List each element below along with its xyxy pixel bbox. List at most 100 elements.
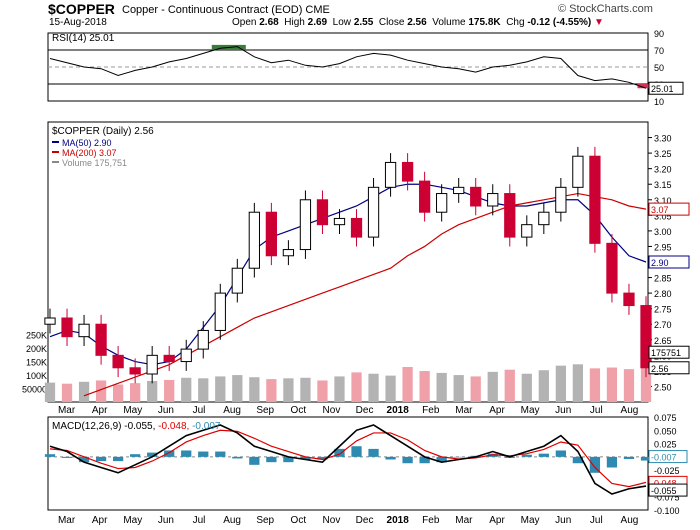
macd-histogram-bar xyxy=(385,456,396,460)
volume-bar xyxy=(147,381,158,402)
volume-bar xyxy=(232,375,243,402)
candle-body xyxy=(44,317,56,325)
candle-body xyxy=(555,186,567,213)
macd-histogram-bar xyxy=(402,456,413,464)
macd-histogram-bar xyxy=(640,456,652,461)
instrument-description: Copper - Continuous Contract (EOD) CME xyxy=(122,4,330,16)
macd-histogram-bar xyxy=(164,450,175,457)
candle-body xyxy=(78,323,90,338)
high-value: 2.69 xyxy=(307,17,328,28)
candle-body xyxy=(129,367,141,375)
price-tick-label: 3.05 xyxy=(654,211,672,221)
price-tick-label: 2.95 xyxy=(654,242,672,252)
volume-bar xyxy=(300,377,311,402)
price-tick-label: 2.75 xyxy=(654,305,672,315)
macd-histogram-bar xyxy=(147,452,158,457)
price-x-label: Oct xyxy=(291,405,307,416)
price-tag xyxy=(648,345,690,359)
low-value: 2.55 xyxy=(353,17,374,28)
macd-title: MACD(12,26,9) -0.055, -0.048, -0.007 xyxy=(52,421,221,432)
candle-body xyxy=(418,180,431,213)
candle-body xyxy=(146,354,158,375)
macd-x-label: May xyxy=(123,515,142,526)
macd-tick-label: -0.075 xyxy=(654,493,680,503)
rsi-title: RSI(14) 25.01 xyxy=(52,33,115,44)
rsi-tick-label: 90 xyxy=(654,29,664,39)
volume-bar xyxy=(436,372,447,402)
quote-date: 15-Aug-2018 xyxy=(49,17,107,28)
macd-histogram-bar xyxy=(606,456,618,468)
volume-bar xyxy=(521,373,532,402)
price-x-label: Apr xyxy=(92,405,108,416)
price-x-label: Feb xyxy=(422,405,440,416)
macd-histogram-bar xyxy=(181,450,192,457)
ma200-line xyxy=(83,192,647,397)
candle-body xyxy=(350,217,363,238)
price-x-label: Aug xyxy=(621,405,639,416)
price-x-label: Apr xyxy=(489,405,505,416)
candle-body xyxy=(214,292,226,331)
candle-body xyxy=(453,186,465,195)
macd-x-label: Feb xyxy=(422,515,440,526)
macd-histogram-bar xyxy=(317,456,328,460)
macd-x-label: Jun xyxy=(555,515,571,526)
high-label: High xyxy=(284,17,305,28)
volume-tick-label: 50000 xyxy=(22,385,47,395)
price-x-label: Jun xyxy=(158,405,174,416)
volume-bar xyxy=(453,375,464,402)
volume-bar xyxy=(283,378,294,402)
macd-histogram-bar xyxy=(436,456,447,463)
volume-bar xyxy=(385,375,396,402)
macd-value-tag-label: -0.007 xyxy=(651,453,677,463)
price-title: $COPPER (Daily) 2.56 xyxy=(52,126,154,137)
rsi-oversold-fill xyxy=(637,84,655,89)
legend-swatch xyxy=(52,161,59,163)
price-tag-label: 175751 xyxy=(651,348,681,358)
candle-body xyxy=(504,193,516,238)
candle-body xyxy=(299,199,312,251)
volume-bar xyxy=(555,365,566,402)
price-tick-label: 3.20 xyxy=(654,165,672,175)
rsi-value-tag-label: 25.01 xyxy=(651,84,674,94)
legend-swatch xyxy=(52,141,59,143)
macd-x-label: Nov xyxy=(323,515,341,526)
price-tick-label: 3.25 xyxy=(654,149,672,159)
volume-tick-label: 200K xyxy=(26,344,47,354)
macd-histogram-bar xyxy=(112,456,124,462)
volume-bar xyxy=(538,370,549,402)
macd-histogram-bar xyxy=(555,450,566,457)
rsi-line xyxy=(49,46,647,89)
low-label: Low xyxy=(332,17,352,28)
price-tick-label: 2.50 xyxy=(654,382,672,392)
rsi-tick-label: 50 xyxy=(654,63,664,73)
chg-label: Chg xyxy=(506,17,525,28)
candle-body xyxy=(623,292,635,307)
volume-bar xyxy=(215,376,226,402)
price-x-label: Jul xyxy=(193,405,206,416)
price-x-label: Nov xyxy=(323,405,341,416)
macd-histogram-bar xyxy=(300,456,311,460)
macd-histogram-bar xyxy=(521,454,532,457)
volume-bar xyxy=(249,377,260,402)
macd-histogram-bar xyxy=(538,453,549,457)
macd-x-label: Sep xyxy=(256,515,274,526)
volume-bar xyxy=(589,368,601,402)
volume-bar xyxy=(266,379,277,402)
price-x-label: May xyxy=(123,405,142,416)
volume-bar xyxy=(470,376,481,402)
quote-stats: Open 2.68 High 2.69 Low 2.55 Close 2.56 … xyxy=(232,17,604,28)
volume-tick-label: 150K xyxy=(26,358,47,368)
source-credit[interactable]: © StockCharts.com xyxy=(558,3,653,15)
price-tag-label: 2.90 xyxy=(651,258,669,268)
macd-histogram-bar xyxy=(589,456,601,473)
volume-bar xyxy=(368,373,379,402)
volume-tick-label: 100K xyxy=(26,371,47,381)
volume-bar xyxy=(623,369,635,402)
volume-bar xyxy=(572,364,584,402)
candle-body xyxy=(401,161,414,182)
price-tag xyxy=(648,361,690,375)
price-tag-label: 3.07 xyxy=(651,205,669,215)
candle-body xyxy=(61,317,73,338)
price-tag-label: 2.56 xyxy=(651,364,669,374)
volume-value: 175.8K xyxy=(468,17,501,28)
